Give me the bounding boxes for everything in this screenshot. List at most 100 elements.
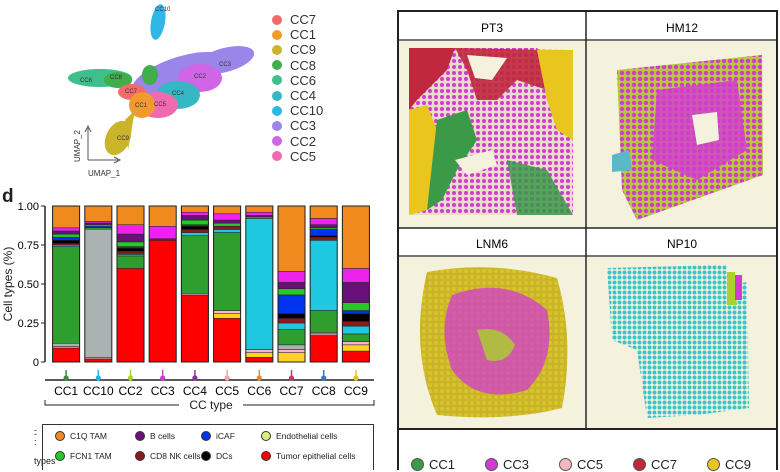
umap-cluster-label: CC6 <box>80 78 93 84</box>
x-tick-label: CC5 <box>215 384 239 398</box>
celltype-legend-item: FCN1 TAM <box>55 451 112 461</box>
legend-label: CC3 <box>290 118 317 134</box>
bar-segment <box>342 268 370 283</box>
bar-segment <box>342 341 370 346</box>
x-label-bg <box>179 399 243 411</box>
bar-outline <box>148 205 177 363</box>
x-marker-dot <box>353 375 359 381</box>
bar-segment <box>342 205 370 269</box>
bar-segment <box>342 313 370 322</box>
bar-outline <box>213 205 242 363</box>
bar-segment <box>309 224 338 229</box>
tissue-hm12 <box>612 55 763 220</box>
bar-segment <box>277 271 306 283</box>
spatial-legend-item: CC3 <box>485 457 529 472</box>
bar-segment <box>52 233 80 238</box>
bar-outline <box>116 205 145 363</box>
bar-segment <box>245 352 274 358</box>
bar-segment <box>181 205 209 213</box>
panel-letter: d <box>2 186 14 207</box>
x-tick-label: CC3 <box>151 384 175 398</box>
legend-dot <box>559 458 572 471</box>
y-tick-label: 0.75 <box>18 240 39 252</box>
legend-dot <box>55 451 65 461</box>
bar-segment <box>84 228 113 358</box>
x-marker-dot <box>127 375 134 381</box>
bar-outline <box>309 205 338 363</box>
bar-segment <box>181 219 209 225</box>
cc-legend-item: CC1 <box>272 27 323 42</box>
bar-segment <box>277 349 306 353</box>
umap-cluster-label: CC2 <box>194 74 207 80</box>
legend-label: B cells <box>150 431 176 441</box>
bar-segment <box>116 241 145 247</box>
stacked-bar-chart: 0 0.25 0.50 0.75 1.00 CC1 CC10 CC2 CC3 CC4 CC5 CC6… <box>1 201 375 412</box>
spatial-title-hm12: HM12 <box>666 21 698 35</box>
bar-segment <box>277 313 306 319</box>
bar-segment <box>213 222 241 227</box>
bar-segment <box>277 205 306 272</box>
y-tick-label: 0.50 <box>18 279 39 291</box>
bar-segment <box>181 229 209 233</box>
legend-label: C1Q TAM <box>70 431 107 441</box>
legend-label: CC7 <box>290 12 317 28</box>
legend-label: FCN1 TAM <box>70 451 112 461</box>
bar-segment <box>309 229 338 236</box>
x-marker-dot <box>192 375 198 381</box>
bar-segment <box>116 205 145 225</box>
legend-label: iCAF <box>216 431 235 441</box>
bar-segment <box>309 236 338 241</box>
bar-segment <box>181 226 209 230</box>
legend-label: CC5 <box>577 457 604 472</box>
bar-segment <box>181 235 209 294</box>
x-marker-dot <box>288 375 295 381</box>
legend-label: CC5 <box>290 148 317 164</box>
bar-segment <box>245 357 274 363</box>
bar-segment <box>116 250 145 255</box>
bar-segment <box>84 205 113 222</box>
legend-dot <box>485 458 498 471</box>
bar-segment <box>116 224 145 235</box>
bar-segment <box>245 211 274 216</box>
umap-cluster-label: CC4 <box>172 91 185 97</box>
legend-label: CC3 <box>503 457 530 472</box>
cc-legend-item: CC7 <box>272 12 323 27</box>
cc-legend-item: CC6 <box>272 73 323 88</box>
y-axis-label: Cell types (%) <box>1 247 15 322</box>
bar-segment <box>52 205 80 229</box>
bar-segment <box>181 211 209 216</box>
umap-cluster-label: CC3 <box>219 62 232 68</box>
bar-outline <box>277 205 306 363</box>
bar-outline <box>180 205 209 363</box>
x-marker-dot <box>160 375 166 381</box>
x-tick-label: CC2 <box>118 384 142 398</box>
spatial-maps: PT3 HM12 LNM6 NP10 <box>397 10 778 430</box>
bar-segment <box>52 240 80 244</box>
bar-segment <box>213 313 241 319</box>
bar-segment <box>213 229 241 233</box>
spatial-legend-item: CC7 <box>633 457 677 472</box>
cc-legend: CC7 CC1 CC9 CC8 CC6 CC4 CC10 CC3 CC2 CC5 <box>272 12 323 164</box>
cc-legend-item: CC3 <box>272 118 323 133</box>
legend-dot <box>135 451 145 461</box>
bar-segment <box>277 282 306 289</box>
x-marker-dot <box>321 375 327 381</box>
bar-outline <box>341 205 370 363</box>
bar-segment <box>277 294 306 314</box>
legend-label: CC1 <box>290 27 317 43</box>
legend-label: CC2 <box>290 133 317 149</box>
legend-label: CC9 <box>725 457 752 472</box>
bar-outline <box>52 205 81 363</box>
bar-segment <box>213 205 241 215</box>
legend-label: Endothelial cells <box>276 431 338 441</box>
umap-ylabel: UMAP_2 <box>73 129 82 162</box>
bar-segment <box>213 232 241 311</box>
legend-label: DCs <box>216 451 233 461</box>
bar-segment <box>342 321 370 327</box>
umap-cluster-label: CC1 <box>135 103 148 109</box>
spatial-legend-item: CC9 <box>707 457 751 472</box>
umap-cluster-labels: CC10 CC3 CC2 CC4 CC6 CC8 CC7 CC1 CC5 CC9 <box>80 7 232 142</box>
bar-segment <box>181 294 209 363</box>
bar-segment <box>277 322 306 330</box>
bar-segment <box>342 344 370 352</box>
